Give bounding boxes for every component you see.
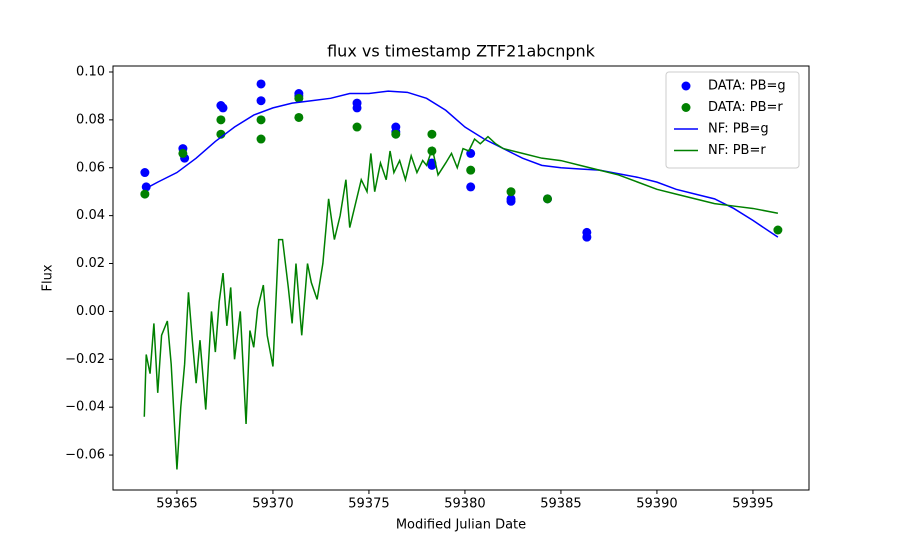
legend-label: NF: PB=g	[708, 122, 769, 137]
data-point	[352, 103, 362, 113]
data-point	[218, 103, 228, 113]
x-tick-label: 59370	[252, 497, 293, 512]
y-tick-label: 0.02	[76, 256, 105, 271]
data-point	[256, 115, 266, 125]
data-point	[256, 134, 266, 144]
chart-title: flux vs timestamp ZTF21abcnpnk	[327, 42, 596, 61]
data-point	[216, 115, 226, 125]
data-point	[140, 168, 150, 178]
data-point	[506, 196, 516, 206]
legend-label: NF: PB=r	[708, 143, 766, 158]
data-point	[256, 79, 266, 89]
plot-area	[112, 65, 810, 491]
data-line	[143, 135, 779, 470]
legend-box	[665, 71, 800, 169]
x-axis-label: Modified Julian Date	[396, 518, 526, 533]
y-tick-label: −0.06	[65, 448, 105, 463]
data-point	[427, 129, 437, 139]
data-point	[582, 232, 592, 242]
legend-label: DATA: PB=g	[708, 79, 786, 94]
data-point	[506, 187, 516, 197]
y-tick-label: −0.02	[65, 352, 105, 367]
y-tick-label: 0.00	[76, 304, 105, 319]
data-point	[294, 112, 304, 122]
x-tick-label: 59390	[636, 497, 677, 512]
data-point	[391, 129, 401, 139]
data-point	[178, 148, 188, 158]
data-point	[773, 225, 783, 235]
data-point	[140, 189, 150, 199]
legend-marker	[681, 103, 691, 112]
x-tick-label: 59375	[348, 497, 389, 512]
data-point	[466, 182, 476, 192]
data-point	[141, 182, 151, 192]
x-tick-label: 59385	[540, 497, 581, 512]
y-tick-label: −0.04	[65, 400, 105, 415]
data-line	[143, 90, 779, 238]
data-point	[294, 93, 304, 103]
legend-marker	[681, 81, 691, 91]
data-point	[352, 122, 362, 132]
data-point	[542, 194, 552, 204]
x-tick-label: 59395	[732, 497, 773, 512]
y-tick-label: 0.10	[76, 64, 105, 79]
legend: DATA: PB=g DATA: PB=r NF: PB=g NF: PB=r	[665, 71, 800, 169]
x-tick-label: 59380	[444, 497, 485, 512]
y-tick-label: 0.04	[76, 208, 105, 223]
y-tick-label: 0.08	[76, 112, 105, 127]
data-point	[466, 165, 476, 175]
y-axis-label: Flux	[41, 264, 56, 291]
data-point	[427, 160, 437, 170]
y-tick-label: 0.06	[76, 160, 105, 175]
data-point	[256, 96, 266, 106]
x-tick-label: 59365	[156, 497, 197, 512]
legend-label: DATA: PB=r	[708, 100, 783, 115]
